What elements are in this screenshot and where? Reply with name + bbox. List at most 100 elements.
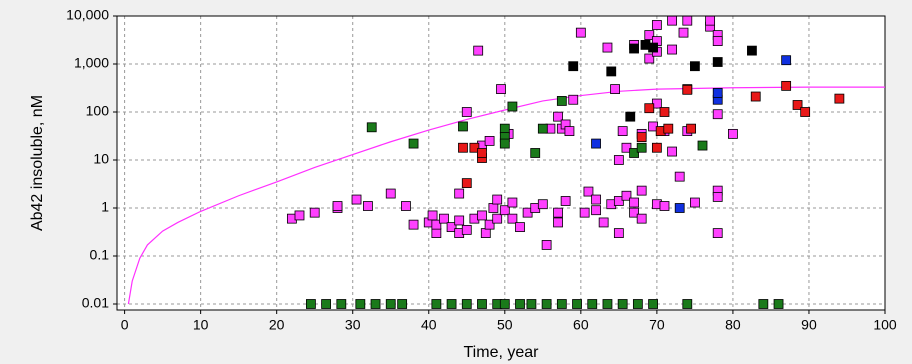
point xyxy=(469,142,480,153)
point xyxy=(690,197,700,208)
point xyxy=(678,27,689,38)
point xyxy=(758,299,769,309)
point xyxy=(800,107,811,117)
point xyxy=(458,121,468,132)
point xyxy=(667,15,677,26)
point xyxy=(629,197,639,208)
point xyxy=(781,80,792,91)
point xyxy=(712,36,723,46)
y-tick-label: 10,000 xyxy=(66,7,109,23)
point xyxy=(294,210,305,221)
point xyxy=(644,103,655,114)
point xyxy=(651,142,662,153)
point xyxy=(556,299,567,309)
point xyxy=(587,299,598,309)
point xyxy=(370,299,381,309)
point xyxy=(366,122,377,133)
y-tick-label: 100 xyxy=(86,103,110,119)
point xyxy=(507,197,518,208)
point xyxy=(579,207,590,218)
point xyxy=(431,219,442,230)
point xyxy=(492,213,503,224)
point xyxy=(515,222,525,233)
point xyxy=(602,299,613,309)
point xyxy=(488,203,499,213)
point xyxy=(568,94,579,105)
point xyxy=(560,196,571,206)
point xyxy=(636,132,647,142)
point xyxy=(473,45,484,56)
point xyxy=(750,91,761,102)
point xyxy=(408,219,419,230)
point xyxy=(306,299,316,309)
point xyxy=(515,299,525,309)
point xyxy=(363,201,373,211)
curve xyxy=(127,86,885,305)
point xyxy=(705,15,716,26)
point xyxy=(712,228,723,239)
point xyxy=(431,228,442,239)
point xyxy=(644,53,655,64)
point xyxy=(648,42,658,53)
point xyxy=(712,192,723,202)
point xyxy=(781,55,792,66)
point xyxy=(690,61,700,72)
point xyxy=(792,100,803,110)
x-tick-label: 50 xyxy=(497,317,513,333)
point xyxy=(499,123,510,134)
x-tick-label: 80 xyxy=(725,317,741,333)
point xyxy=(553,111,563,122)
point xyxy=(385,299,396,309)
point xyxy=(834,93,845,104)
x-tick-label: 20 xyxy=(269,317,285,333)
point xyxy=(553,207,563,218)
plot-area xyxy=(117,16,885,310)
point xyxy=(568,61,579,72)
point xyxy=(477,299,487,309)
point xyxy=(537,123,548,134)
point xyxy=(454,215,465,226)
x-tick-label: 0 xyxy=(121,317,129,333)
point xyxy=(458,142,468,153)
point xyxy=(564,126,575,137)
point xyxy=(636,142,647,153)
x-tick-label: 90 xyxy=(801,317,817,333)
point xyxy=(499,205,510,216)
point xyxy=(636,213,647,224)
point xyxy=(632,299,643,309)
point xyxy=(477,210,487,221)
point xyxy=(621,142,632,153)
point xyxy=(663,123,674,134)
point xyxy=(682,15,693,26)
point xyxy=(613,155,624,165)
point xyxy=(446,222,457,233)
point xyxy=(644,30,655,41)
point xyxy=(659,201,670,211)
point xyxy=(648,299,658,309)
point xyxy=(591,194,601,205)
point xyxy=(401,201,411,211)
y-tick-label: 0.1 xyxy=(90,247,110,263)
point xyxy=(461,224,472,235)
x-tick-label: 60 xyxy=(573,317,589,333)
point xyxy=(674,171,685,182)
y-tick-label: 10 xyxy=(93,151,109,167)
point xyxy=(621,190,632,201)
point xyxy=(484,136,495,146)
point xyxy=(454,188,465,199)
point xyxy=(617,126,628,137)
point xyxy=(461,107,472,117)
point xyxy=(351,194,362,205)
point xyxy=(446,299,457,309)
point xyxy=(461,299,472,309)
point xyxy=(385,188,396,199)
point xyxy=(602,42,613,53)
x-tick-label: 100 xyxy=(873,317,897,333)
point xyxy=(408,138,419,149)
point xyxy=(355,299,366,309)
point xyxy=(625,111,636,122)
point xyxy=(507,213,518,224)
point xyxy=(613,228,624,239)
point xyxy=(728,128,738,139)
point xyxy=(667,146,677,157)
